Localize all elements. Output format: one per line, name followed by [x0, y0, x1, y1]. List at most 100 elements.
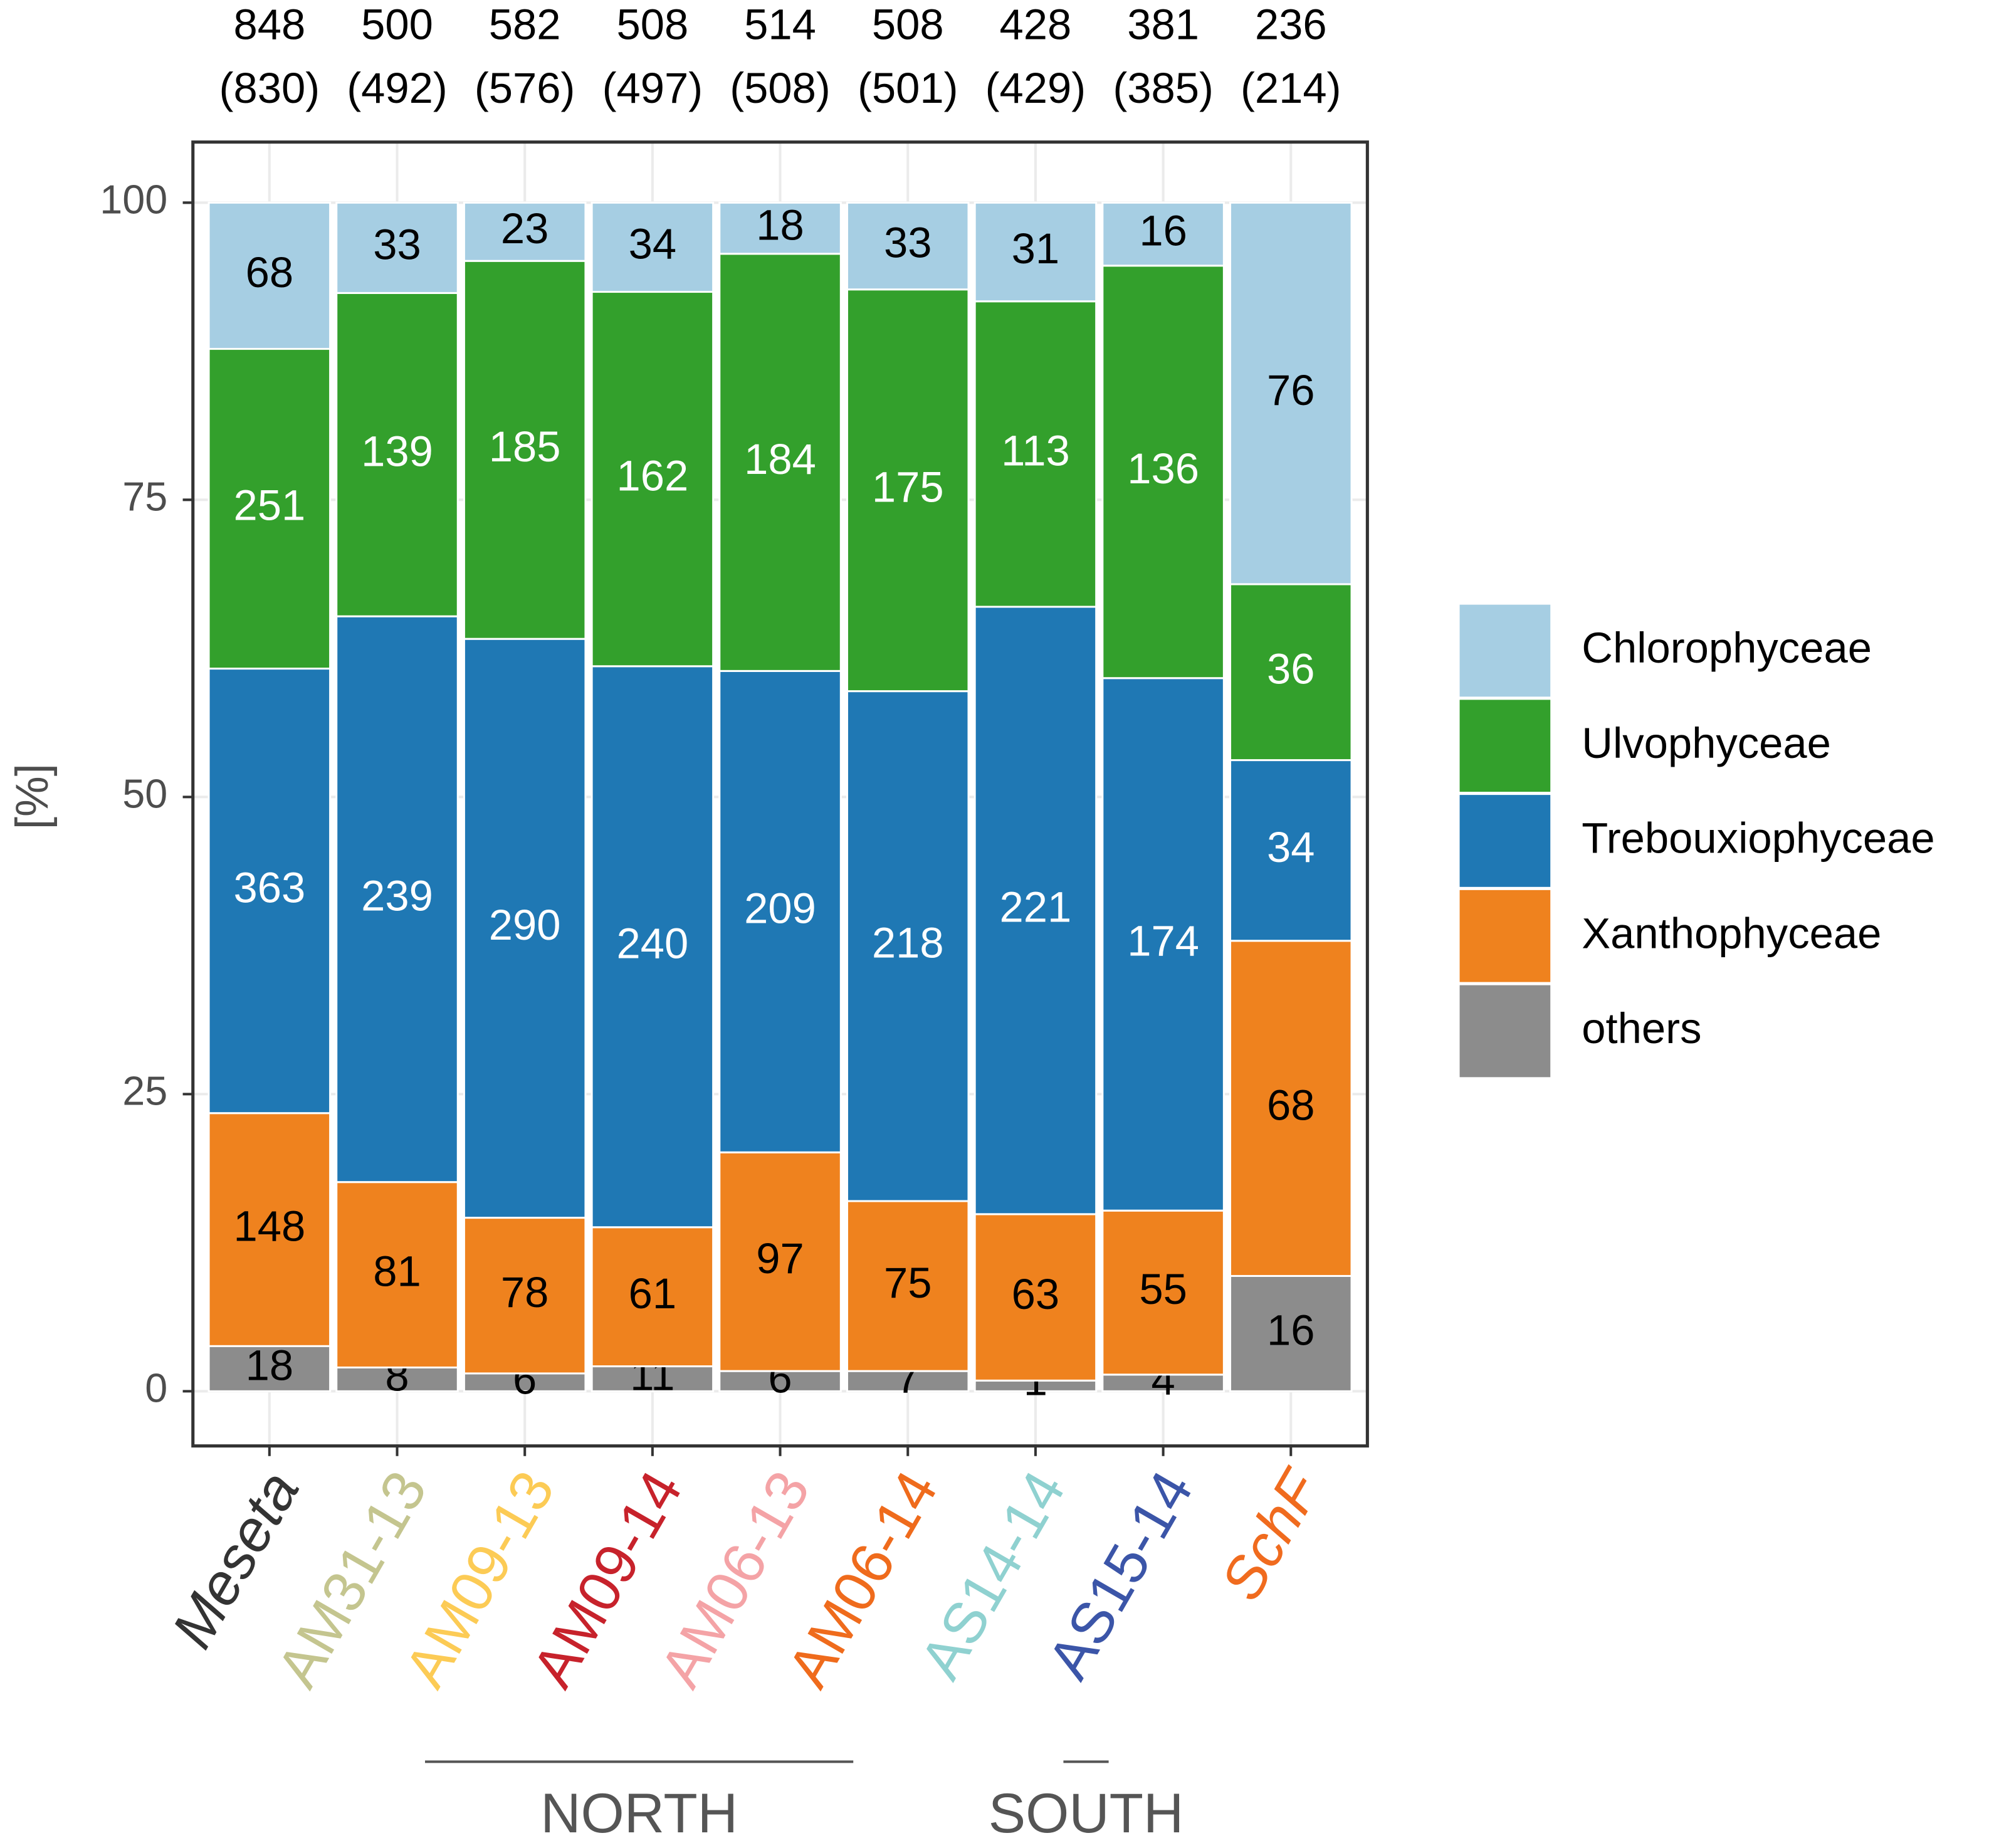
y-tick-label: 100	[100, 176, 167, 222]
data-label: 148	[233, 1202, 305, 1251]
total-secondary-label: (429)	[985, 64, 1086, 112]
legend-label: others	[1582, 1004, 1701, 1053]
bar-segment	[1229, 759, 1353, 942]
bar-segment	[846, 288, 970, 693]
data-label: 68	[1267, 1081, 1315, 1129]
data-label: 290	[489, 901, 561, 949]
bar-segment	[335, 1181, 459, 1368]
legend-label: Ulvophyceae	[1582, 719, 1831, 767]
bar-segment	[974, 300, 1098, 608]
bar-segment	[463, 638, 587, 1219]
data-label: 61	[629, 1269, 677, 1318]
bar-segment	[335, 201, 459, 294]
data-label: 18	[246, 1341, 294, 1390]
bar-segment	[463, 1217, 587, 1375]
bar-segment	[207, 668, 332, 1115]
data-label: 209	[744, 884, 816, 932]
data-label: 36	[1267, 644, 1315, 693]
bar-segment	[974, 201, 1098, 303]
data-label: 162	[616, 451, 688, 500]
data-label: 136	[1127, 444, 1199, 493]
legend-label: Chlorophyceae	[1582, 624, 1872, 672]
bar-segment	[718, 669, 842, 1153]
total-secondary-label: (508)	[730, 64, 831, 112]
legend-key	[1457, 793, 1553, 889]
total-label: 848	[233, 1, 305, 49]
data-label: 175	[872, 463, 944, 511]
bar-segment	[207, 1345, 332, 1392]
total-secondary-label: (576)	[475, 64, 575, 112]
total-label: 428	[1000, 1, 1072, 49]
bar-segment	[335, 1366, 459, 1392]
total-label: 500	[361, 1, 433, 49]
bar-segment	[846, 1200, 970, 1372]
data-label: 221	[1000, 883, 1072, 932]
data-label: 78	[501, 1268, 549, 1316]
total-label: 508	[616, 1, 688, 49]
data-label: 23	[501, 204, 549, 253]
data-label: 81	[373, 1247, 421, 1296]
data-label: 113	[1001, 427, 1070, 475]
bar-segment	[590, 201, 715, 293]
total-secondary-label: (214)	[1241, 64, 1341, 112]
bar-segment	[1101, 1209, 1225, 1376]
data-label: 16	[1267, 1306, 1315, 1355]
data-label: 34	[629, 220, 677, 268]
data-label: 55	[1139, 1265, 1187, 1313]
legend-key	[1457, 888, 1553, 984]
data-label: 363	[233, 863, 305, 911]
y-tick-label: 75	[122, 473, 167, 519]
data-label: 63	[1012, 1270, 1060, 1318]
total-secondary-label: (830)	[219, 64, 320, 112]
group-label: SOUTH	[989, 1782, 1184, 1844]
y-tick-label: 50	[122, 770, 167, 816]
bar-segment	[718, 253, 842, 672]
bar-segment	[590, 1226, 715, 1368]
total-secondary-label: (501)	[858, 64, 958, 112]
bar-segment	[590, 1365, 715, 1392]
bar-segment	[1229, 1274, 1353, 1392]
total-secondary-label: (492)	[347, 64, 448, 112]
data-label: 31	[1012, 224, 1060, 273]
data-label: 33	[884, 219, 932, 267]
y-axis-label: [%]	[7, 764, 58, 829]
total-label: 381	[1127, 1, 1199, 49]
x-tick-label: SchF	[1209, 1457, 1335, 1611]
bar-segment	[335, 615, 459, 1184]
total-label: 582	[489, 1, 561, 49]
legend-key	[1457, 602, 1553, 699]
group-label: NORTH	[540, 1782, 738, 1844]
data-label: 34	[1267, 823, 1315, 871]
total-label: 508	[872, 1, 944, 49]
data-label: 184	[744, 435, 816, 483]
total-secondary-label: (385)	[1113, 64, 1214, 112]
data-label: 33	[373, 221, 421, 269]
bar-segment	[718, 1151, 842, 1372]
total-label: 514	[744, 1, 816, 49]
bar-segment	[974, 606, 1098, 1215]
legend-label: Xanthophyceae	[1582, 909, 1881, 957]
legend-label: Trebouxiophyceae	[1582, 814, 1934, 863]
bar-segment	[1101, 265, 1225, 680]
data-label: 139	[361, 427, 433, 475]
data-label: 16	[1139, 207, 1187, 255]
data-label: 240	[616, 919, 688, 967]
bar-segment	[207, 201, 332, 350]
bar-segment	[1101, 677, 1225, 1212]
bar-segment	[1101, 201, 1225, 267]
bar-segment	[846, 690, 970, 1202]
bar-segment	[590, 665, 715, 1229]
bar-segment	[463, 260, 587, 640]
bar-segment	[335, 291, 459, 617]
legend-key	[1457, 698, 1553, 794]
bar-segment	[846, 201, 970, 291]
data-label: 239	[361, 872, 433, 920]
data-label: 174	[1127, 917, 1199, 965]
data-label: 251	[233, 481, 305, 530]
bar-segment	[718, 1370, 842, 1392]
bar-segment	[463, 201, 587, 262]
bar-segment	[1229, 201, 1353, 585]
bar-segment	[207, 1112, 332, 1347]
